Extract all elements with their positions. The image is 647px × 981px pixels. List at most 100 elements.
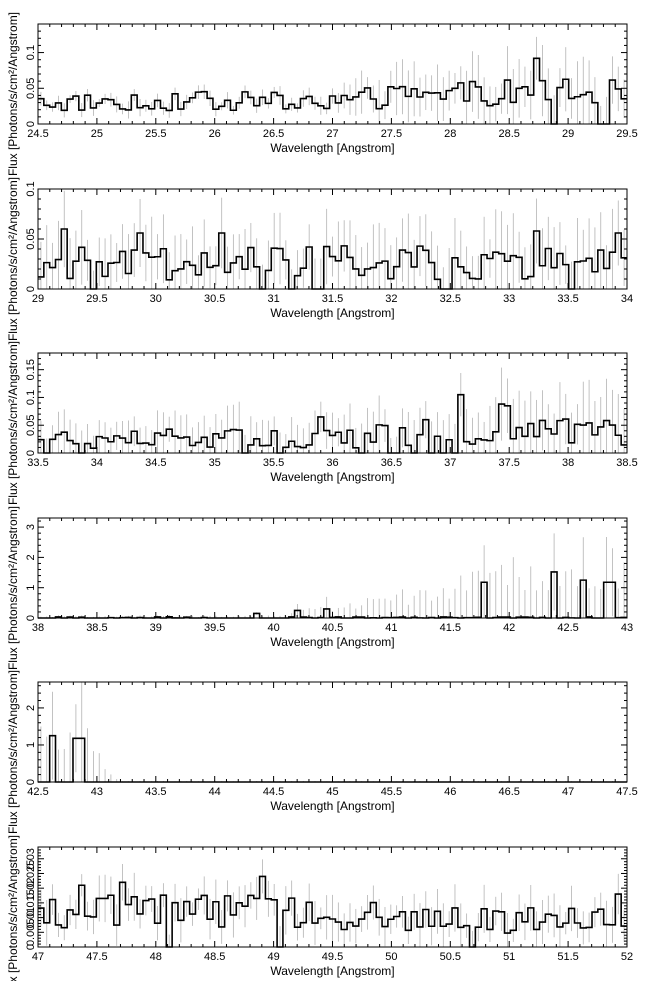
x-tick-label: 50 — [385, 951, 397, 963]
x-tick-label: 35 — [209, 457, 221, 469]
y-tick-label: 1 — [25, 742, 37, 748]
x-axis-label: Wavelength [Angstrom] — [270, 799, 394, 813]
y-axis-label: Flux [Photons/s/cm²/Angstrom] — [6, 670, 20, 834]
y-tick-label: 0 — [25, 944, 37, 950]
y-tick-label: 0.02 — [25, 877, 37, 898]
x-axis-label: Wavelength [Angstrom] — [270, 635, 394, 649]
x-tick-label: 32 — [385, 293, 397, 305]
y-tick-label: 0.1 — [25, 181, 37, 196]
x-tick-label: 34 — [621, 293, 633, 305]
spectrum-step-line — [38, 734, 627, 783]
x-tick-label: 34.5 — [145, 457, 166, 469]
x-tick-label: 29.5 — [86, 293, 107, 305]
x-tick-label: 49 — [267, 951, 279, 963]
panel-1: 24.5 25 25.5 26 26.5 27 27.5 28 28.5 29 29.5 0 0.05 0… — [6, 12, 638, 176]
x-tick-label: 34 — [91, 457, 103, 469]
x-tick-label: 41 — [385, 622, 397, 634]
x-tick-label: 39 — [150, 622, 162, 634]
plot-frame — [37, 681, 628, 783]
x-tick-label: 28 — [444, 128, 456, 140]
x-tick-label: 43 — [621, 622, 633, 634]
spectrum-step-line — [38, 228, 627, 290]
x-tick-label: 25.5 — [145, 128, 166, 140]
x-tick-label: 50.5 — [440, 951, 461, 963]
x-tick-label: 37.5 — [498, 457, 519, 469]
spectrum-step-line — [38, 875, 627, 948]
error-bars — [40, 36, 625, 124]
panel-2: 29 29.5 30 30.5 31 31.5 32 32.5 33 33.5 34 0 0.05 0.1… — [6, 177, 633, 341]
y-tick-label: 0 — [25, 121, 37, 127]
x-tick-label: 40.5 — [322, 622, 343, 634]
x-tick-label: 37 — [444, 457, 456, 469]
y-axis-label: Flux [Photons/s/cm²/Angstrom] — [6, 341, 20, 505]
x-tick-label: 41.5 — [440, 622, 461, 634]
x-tick-label: 42 — [503, 622, 515, 634]
panel-4: 38 38.5 39 39.5 40 40.5 41 41.5 42 42.5 43 0 1 2 3 Wave… — [6, 506, 633, 670]
x-tick-label: 27.5 — [381, 128, 402, 140]
error-bars — [40, 533, 625, 618]
panel-3: 33.5 34 34.5 35 35.5 36 36.5 37 37.5 38 38.5 0 0.05 0… — [6, 341, 638, 505]
x-tick-label: 29.5 — [616, 128, 637, 140]
x-tick-label: 24.5 — [27, 128, 48, 140]
x-tick-label: 51 — [503, 951, 515, 963]
y-tick-label: 2 — [25, 705, 37, 711]
x-tick-label: 45 — [326, 786, 338, 798]
y-axis-label: Flux [Photons/s/cm²/Angstrom] — [6, 177, 20, 341]
x-tick-label: 33 — [503, 293, 515, 305]
error-bars — [40, 859, 625, 947]
x-tick-label: 46 — [444, 786, 456, 798]
plot-frame — [37, 517, 628, 619]
x-tick-label: 49.5 — [322, 951, 343, 963]
spectrum-step-line — [38, 57, 627, 125]
x-tick-label: 48.5 — [204, 951, 225, 963]
panel-5: 42.5 43 43.5 44 44.5 45 45.5 46 46.5 47 47.5 0 1 2 Wav… — [6, 670, 638, 834]
y-tick-label: 0 — [25, 615, 37, 621]
y-tick-label: 0.05 — [25, 228, 37, 249]
x-tick-label: 44.5 — [263, 786, 284, 798]
x-tick-label: 45.5 — [381, 786, 402, 798]
x-tick-label: 33.5 — [557, 293, 578, 305]
x-axis-label: Wavelength [Angstrom] — [270, 470, 394, 484]
y-tick-label: 0 — [25, 450, 37, 456]
x-tick-label: 47.5 — [86, 951, 107, 963]
x-tick-label: 46.5 — [498, 786, 519, 798]
panel-6: 47 47.5 48 48.5 49 49.5 50 50.5 51 51.5 5200.0050.… — [6, 835, 633, 981]
y-tick-label: 0.05 — [25, 415, 37, 436]
x-axis-label: Wavelength [Angstrom] — [270, 964, 394, 978]
y-tick-label: 0.015 — [25, 889, 37, 917]
x-tick-label: 47 — [32, 951, 44, 963]
x-tick-label: 52 — [621, 951, 633, 963]
x-tick-label: 30 — [150, 293, 162, 305]
x-tick-label: 38 — [562, 457, 574, 469]
x-tick-label: 27 — [326, 128, 338, 140]
x-tick-label: 26 — [209, 128, 221, 140]
x-tick-label: 43 — [91, 786, 103, 798]
x-axis-label: Wavelength [Angstrom] — [270, 141, 394, 155]
x-tick-label: 31 — [267, 293, 279, 305]
x-tick-label: 25 — [91, 128, 103, 140]
x-tick-label: 26.5 — [263, 128, 284, 140]
y-tick-label: 0 — [25, 779, 37, 785]
x-tick-label: 51.5 — [557, 951, 578, 963]
error-bars — [40, 367, 625, 453]
x-tick-label: 36 — [326, 457, 338, 469]
x-tick-label: 39.5 — [204, 622, 225, 634]
y-tick-label: 0.1 — [25, 390, 37, 405]
x-tick-label: 48 — [150, 951, 162, 963]
y-tick-label: 0.03 — [25, 848, 37, 869]
y-tick-label: 2 — [25, 554, 37, 560]
x-tick-label: 42.5 — [557, 622, 578, 634]
y-tick-label: 0.005 — [25, 919, 37, 947]
y-axis-label: Flux [Photons/s/cm²/Angstrom] — [6, 506, 20, 670]
y-tick-label: 0.05 — [25, 78, 37, 99]
x-axis-label: Wavelength [Angstrom] — [270, 306, 394, 320]
y-tick-label: 0 — [25, 286, 37, 292]
y-tick-label: 3 — [25, 524, 37, 530]
y-tick-label: 1 — [25, 585, 37, 591]
x-tick-label: 36.5 — [381, 457, 402, 469]
x-tick-label: 43.5 — [145, 786, 166, 798]
error-bars — [40, 682, 625, 782]
x-tick-label: 32.5 — [440, 293, 461, 305]
y-tick-label: 0.01 — [25, 907, 37, 928]
